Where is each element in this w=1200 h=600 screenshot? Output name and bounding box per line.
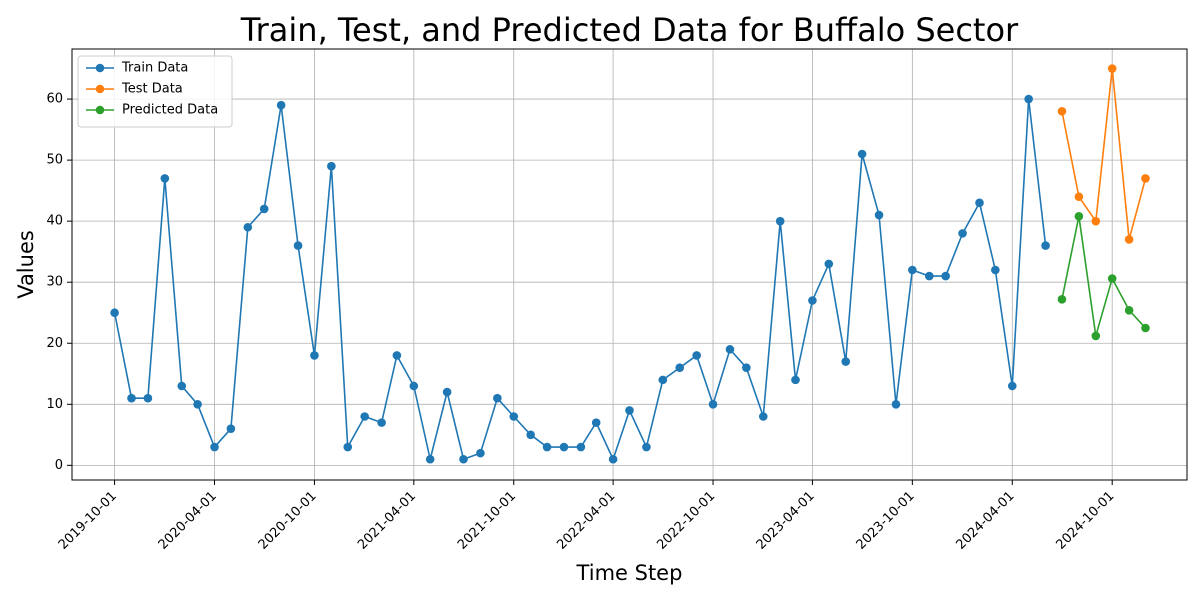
test-data-point xyxy=(1141,174,1150,183)
train-data-point xyxy=(1024,94,1033,104)
series-predicted-data xyxy=(1057,211,1150,341)
legend-item-train-data: Train Data xyxy=(86,61,188,76)
test-data-point xyxy=(1091,216,1101,226)
train-data-point xyxy=(276,100,286,110)
train-data-point xyxy=(642,442,651,452)
train-data-point xyxy=(658,375,668,385)
y-tick-label: 50 xyxy=(46,153,63,168)
train-data-point xyxy=(310,351,319,360)
train-data-point xyxy=(127,393,136,403)
y-tick-label: 10 xyxy=(46,397,63,412)
train-data-point xyxy=(360,412,369,421)
plot-area xyxy=(71,48,1188,481)
train-data-point xyxy=(841,357,851,366)
train-data-point xyxy=(941,271,950,281)
train-data-point xyxy=(476,448,485,458)
train-data-point xyxy=(177,381,187,391)
train-data-point xyxy=(343,442,353,452)
y-tick-label: 0 xyxy=(55,458,63,473)
legend-item-predicted-data: Predicted Data xyxy=(86,103,218,118)
predicted-data-point xyxy=(1057,294,1067,304)
legend-box xyxy=(77,55,233,128)
train-data-point xyxy=(259,204,269,214)
train-data-point xyxy=(442,387,452,397)
train-data-point xyxy=(591,418,601,427)
train-data-point xyxy=(409,381,419,391)
y-axis-label: Values xyxy=(14,230,38,299)
legend-swatch-marker xyxy=(95,105,105,115)
legend-label: Train Data xyxy=(121,61,188,76)
train-data-point xyxy=(243,222,253,232)
train-data-point xyxy=(908,265,917,275)
train-data-point xyxy=(210,442,219,452)
train-data-point xyxy=(708,400,718,409)
train-data-point xyxy=(425,454,435,464)
train-data-point xyxy=(493,393,502,403)
train-data-point xyxy=(509,412,519,421)
train-data-point xyxy=(692,351,701,360)
legend-swatch-marker xyxy=(95,63,105,73)
train-data-point xyxy=(327,161,336,171)
x-axis-label: Time Step xyxy=(576,561,683,585)
train-data-point xyxy=(874,210,884,220)
chart-title: Train, Test, and Predicted Data for Buff… xyxy=(240,11,1019,49)
train-data-point xyxy=(526,430,535,440)
series-layer xyxy=(110,64,1150,464)
legend-label: Test Data xyxy=(121,82,183,97)
train-data-point xyxy=(791,375,800,385)
train-data-point xyxy=(775,216,785,226)
train-data-point xyxy=(675,363,685,372)
train-data-point xyxy=(143,393,153,403)
test-data-point xyxy=(1107,64,1117,73)
train-data-point xyxy=(392,351,402,360)
predicted-data-point xyxy=(1124,305,1134,315)
y-tick-label: 60 xyxy=(46,92,63,107)
train-data-point xyxy=(725,345,735,354)
train-data-point xyxy=(958,229,967,238)
train-data-point xyxy=(1007,381,1017,391)
train-data-point xyxy=(377,418,386,427)
train-data-point xyxy=(576,442,586,452)
train-data-point xyxy=(1041,241,1050,250)
train-data-point xyxy=(991,265,1000,275)
train-data-point xyxy=(160,174,170,183)
grid xyxy=(72,49,1187,480)
train-data-point xyxy=(824,259,834,269)
train-data-point xyxy=(808,296,817,305)
train-data-point xyxy=(542,442,552,452)
train-data-point xyxy=(891,400,901,409)
train-data-point xyxy=(293,241,303,250)
train-data-point xyxy=(742,363,751,372)
test-data-line xyxy=(1061,67,1147,241)
train-data-point xyxy=(226,424,236,434)
train-data-point xyxy=(924,271,934,281)
train-data-point xyxy=(975,198,984,208)
predicted-data-point xyxy=(1074,211,1084,221)
predicted-data-point xyxy=(1091,331,1101,341)
series-train-data xyxy=(110,94,1050,464)
train-data-point xyxy=(625,406,634,415)
legend: Train Data Test Data Predicted Data xyxy=(77,55,233,128)
y-tick-label: 30 xyxy=(46,275,63,290)
test-data-point xyxy=(1124,235,1134,244)
y-tick-label: 20 xyxy=(46,336,63,351)
test-data-point xyxy=(1057,106,1067,116)
train-data-point xyxy=(110,308,119,318)
train-data-point xyxy=(193,400,202,409)
train-data-point xyxy=(857,149,867,159)
train-data-point xyxy=(608,454,618,464)
predicted-data-point xyxy=(1141,323,1150,333)
series-test-data xyxy=(1057,64,1150,244)
legend-swatch-marker xyxy=(95,84,105,94)
test-data-point xyxy=(1074,192,1084,202)
predicted-data-point xyxy=(1107,274,1117,283)
train-data-point xyxy=(559,442,569,452)
legend-item-test-data: Test Data xyxy=(86,82,183,97)
y-tick-label: 40 xyxy=(46,214,63,229)
train-data-point xyxy=(758,412,768,421)
legend-label: Predicted Data xyxy=(122,103,218,118)
train-data-point xyxy=(459,454,468,464)
